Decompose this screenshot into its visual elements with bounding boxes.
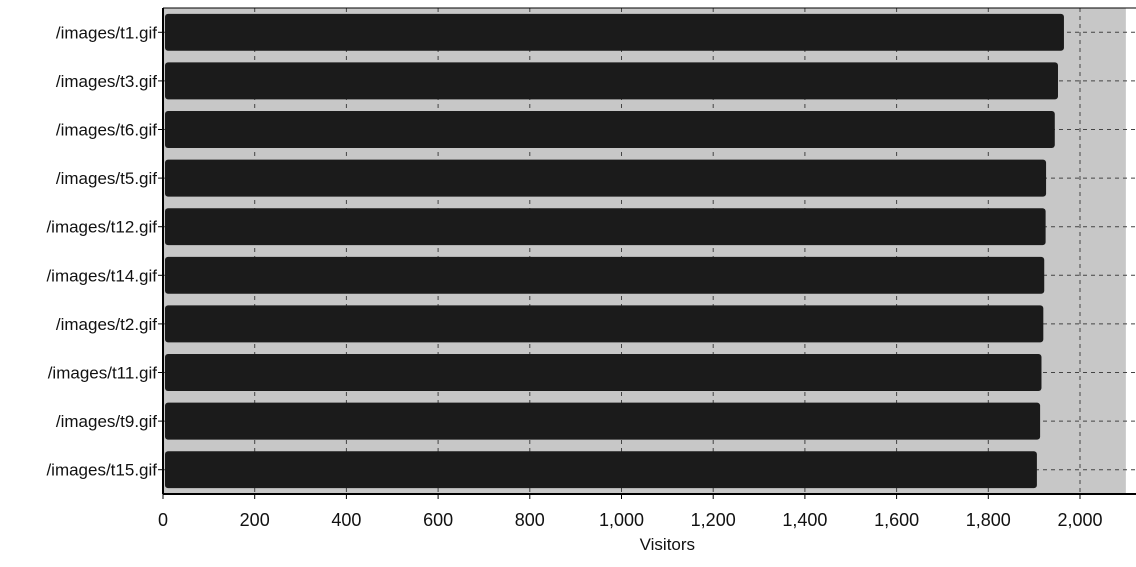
x-tick-label: 1,600 — [874, 510, 919, 530]
category-label: /images/t2.gif — [56, 315, 157, 334]
category-label: /images/t3.gif — [56, 72, 157, 91]
category-label: /images/t9.gif — [56, 412, 157, 431]
axes — [158, 7, 1136, 499]
bar — [165, 208, 1046, 246]
bar — [165, 451, 1037, 489]
category-label: /images/t11.gif — [48, 364, 158, 383]
x-tick-label: 1,200 — [691, 510, 736, 530]
bar — [165, 256, 1045, 294]
category-label: /images/t1.gif — [56, 23, 157, 42]
bar — [165, 402, 1041, 440]
x-tick-label: 0 — [158, 510, 168, 530]
bar — [165, 159, 1047, 197]
category-label: /images/t5.gif — [56, 169, 157, 188]
x-axis-title: Visitors — [640, 535, 695, 554]
x-tick-labels: 0 200 400 600 800 1,000 1,200 1,400 1,600 1,800 2,… — [158, 510, 1103, 530]
x-tick-label: 1,000 — [599, 510, 644, 530]
x-tick-label: 2,000 — [1057, 510, 1102, 530]
bar — [165, 305, 1044, 343]
bar — [165, 111, 1055, 148]
x-tick-label: 400 — [331, 510, 361, 530]
x-tick-label: 600 — [423, 510, 453, 530]
x-tick-label: 200 — [240, 510, 270, 530]
category-label: /images/t15.gif — [46, 461, 157, 480]
category-label: /images/t12.gif — [46, 218, 157, 237]
x-tick-label: 1,800 — [966, 510, 1011, 530]
y-tick-labels: /images/t1.gif/images/t3.gif/images/t6.g… — [46, 23, 157, 479]
category-label: /images/t6.gif — [56, 121, 157, 140]
bar — [165, 62, 1058, 100]
x-tick-label: 800 — [515, 510, 545, 530]
category-label: /images/t14.gif — [46, 266, 157, 285]
x-tick-label: 1,400 — [782, 510, 827, 530]
bar — [165, 13, 1064, 51]
bar — [165, 354, 1042, 391]
bars — [165, 13, 1064, 489]
